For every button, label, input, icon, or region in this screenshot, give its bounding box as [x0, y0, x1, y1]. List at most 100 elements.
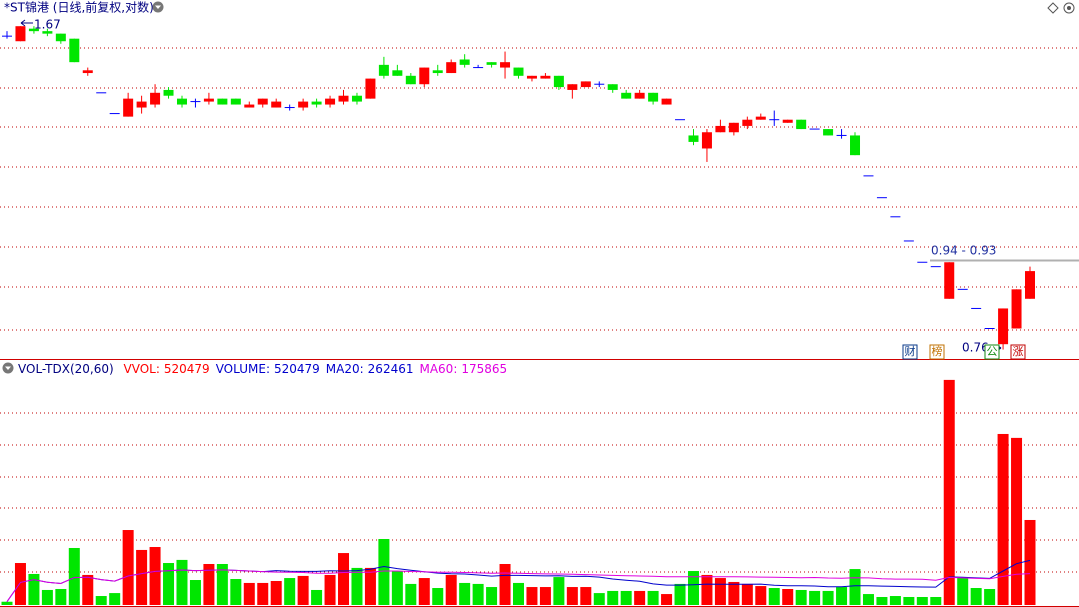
volume-bar	[593, 593, 605, 605]
volume-bar	[1011, 437, 1023, 605]
candle-body	[28, 28, 39, 32]
candle-body	[325, 98, 336, 105]
marker-box	[1010, 344, 1026, 360]
volume-bar	[445, 574, 457, 605]
chart-title: *ST锦港 (日线,前复权,对数)	[4, 0, 154, 15]
volume-bar	[230, 579, 242, 605]
candle-body	[244, 104, 255, 108]
volume-bar	[701, 574, 713, 605]
title-menu-icon[interactable]	[152, 1, 164, 13]
volume-bar	[486, 587, 498, 605]
candle-body	[998, 308, 1009, 345]
max-label: 1.67	[34, 18, 61, 32]
candle-body	[621, 92, 632, 99]
volume-bar	[607, 590, 619, 605]
candle-body	[311, 101, 322, 105]
volume-bar	[311, 589, 323, 605]
volume-bar	[95, 596, 107, 605]
volume-bar	[176, 559, 188, 605]
candle-body	[540, 75, 551, 79]
volume-bar	[270, 580, 282, 605]
volume-title: VOL-TDX(20,60)	[18, 362, 114, 376]
volume-menu-icon[interactable]	[2, 362, 14, 374]
volume-bar	[405, 583, 417, 605]
candle-body	[728, 122, 739, 133]
candle-body	[553, 75, 564, 88]
volume-bar	[957, 577, 969, 605]
candle-body	[567, 84, 578, 90]
volume-bar	[997, 433, 1009, 605]
candle-body	[513, 67, 524, 76]
candle-body	[150, 92, 161, 105]
candle-body	[580, 81, 591, 88]
volume-bar	[809, 590, 821, 605]
volume-bar	[513, 582, 524, 605]
candle-body	[715, 125, 726, 133]
candle-body	[257, 98, 268, 105]
marker: 涨	[1013, 345, 1024, 358]
volume-bar	[297, 575, 309, 605]
volume-bar	[459, 582, 471, 605]
volume-bar	[836, 587, 848, 605]
volume-bar	[203, 563, 215, 605]
marker-box	[929, 344, 945, 360]
candle-body	[796, 119, 807, 130]
volume-bar	[903, 596, 915, 605]
candle-body	[850, 135, 861, 156]
stat-value: 520479	[164, 362, 210, 376]
candle-body	[486, 62, 497, 65]
volume-bar	[418, 578, 430, 605]
volume-bar	[472, 583, 484, 605]
volume-bar	[889, 596, 901, 605]
candle-body	[136, 101, 147, 108]
volume-bar	[822, 590, 834, 605]
candle-body	[163, 89, 174, 96]
candle-body	[459, 59, 470, 65]
volume-bar	[41, 589, 53, 605]
volume-bar	[580, 587, 592, 605]
stat-label: VVOL:	[123, 362, 159, 376]
stat-value: 175865	[461, 362, 507, 376]
candle-body	[782, 119, 793, 123]
volume-bar	[284, 578, 296, 605]
volume-bar	[539, 587, 551, 605]
candle-body	[607, 84, 618, 90]
window-icons[interactable]	[1047, 2, 1075, 14]
marker: 财	[905, 344, 916, 358]
marker-box	[902, 344, 918, 360]
volume-bar	[216, 563, 228, 605]
volume-bar	[163, 563, 175, 605]
candle-body	[123, 98, 134, 117]
candle-body	[230, 98, 241, 105]
annotation-arrows	[20, 19, 1002, 352]
candle-body	[217, 98, 228, 105]
volume-bar	[661, 594, 673, 605]
volume-grid	[0, 412, 1079, 573]
volume-bar	[149, 547, 161, 605]
candle-body	[526, 75, 537, 79]
candle-body	[432, 70, 443, 74]
volume-bar	[14, 563, 26, 605]
volume-bar	[849, 569, 861, 605]
candle-body	[648, 92, 659, 102]
volume-bar	[55, 588, 67, 605]
price-grid	[0, 47, 1079, 331]
volume-bar	[136, 549, 148, 605]
candle-body	[351, 95, 362, 102]
stat-value: 520479	[274, 362, 320, 376]
volume-bar	[28, 573, 40, 605]
volume-bar	[553, 577, 565, 605]
volume-bar	[378, 539, 390, 605]
stat-value: 262461	[368, 362, 414, 376]
stat-label: MA20:	[326, 362, 364, 376]
volume-bar	[984, 588, 996, 605]
volume-bar	[338, 553, 350, 605]
volume-bar	[189, 580, 201, 605]
volume-bar	[499, 563, 511, 605]
candle-body	[271, 101, 282, 108]
stat-label: MA60:	[419, 362, 457, 376]
volume-bar	[351, 567, 363, 605]
volume-bar	[257, 582, 269, 605]
volume-bar	[526, 587, 538, 605]
